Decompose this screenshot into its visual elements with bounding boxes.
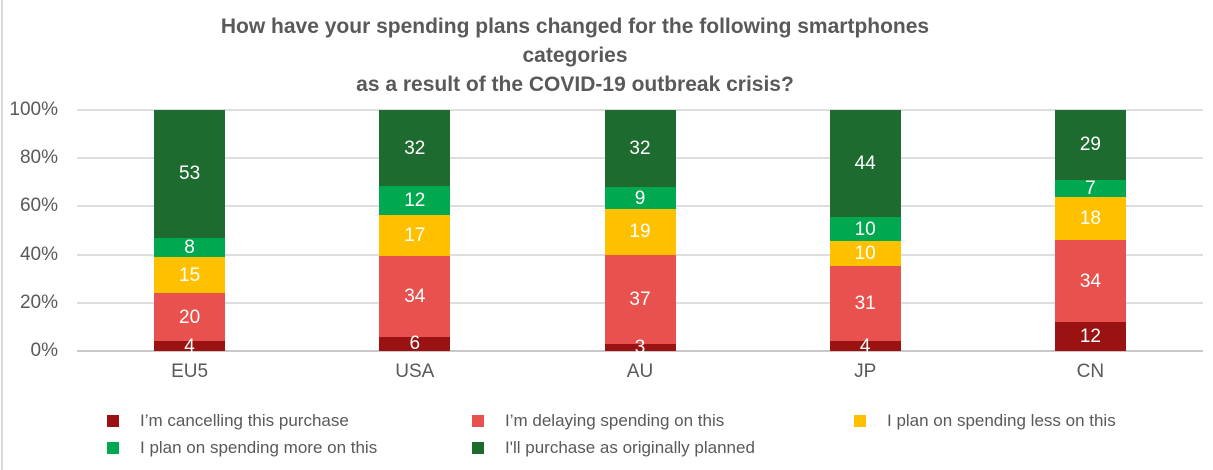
y-axis-tick-label: 80% <box>19 147 58 169</box>
bar-value-label: 18 <box>1079 207 1101 229</box>
bar-value-label: 29 <box>1079 134 1101 156</box>
bar-segment: 7 <box>1054 177 1126 199</box>
legend-item: I’m delaying spending on this <box>472 411 725 430</box>
bar-value-label: 9 <box>634 187 646 209</box>
legend-item: I'll purchase as originally planned <box>472 438 755 457</box>
bar-segment: 8 <box>154 236 226 258</box>
bar-segment: 12 <box>379 186 451 215</box>
bar-segment: 31 <box>829 265 901 342</box>
bar-usa: 6 34 17 12 32 <box>379 110 451 355</box>
bar-segment: 53 <box>154 110 226 238</box>
category-label-jp: JP <box>854 361 877 382</box>
bar-segment: 9 <box>604 187 676 209</box>
legend-item-label: I'll purchase as originally planned <box>505 438 755 457</box>
bar-value-label: 12 <box>1079 326 1101 348</box>
bar-value-label: 4 <box>859 335 871 357</box>
legend-marker <box>107 415 119 427</box>
bar-segment: 6 <box>379 333 451 355</box>
bar-segment: 4 <box>154 337 226 356</box>
bar-segment: 4 <box>829 337 901 356</box>
bar-value-label: 4 <box>184 335 195 357</box>
bar-value-label: 19 <box>629 221 651 243</box>
legend-item: I plan on spending less on this <box>854 411 1116 430</box>
bar-segment: 15 <box>154 257 226 294</box>
bar-value-label: 10 <box>854 243 876 265</box>
bar-value-label: 53 <box>179 163 201 185</box>
chart-title-line-2: categories <box>522 44 628 67</box>
bar-segment: 32 <box>379 110 451 187</box>
legend-marker <box>472 442 484 454</box>
bar-value-label: 10 <box>854 218 876 240</box>
category-label-usa: USA <box>395 361 435 382</box>
bar-value-label: 17 <box>404 224 426 246</box>
legend-marker <box>472 415 484 427</box>
legend-item: I plan on spending more on this <box>107 438 378 457</box>
legend-item-label: I’m cancelling this purchase <box>140 411 349 430</box>
bar-value-label: 31 <box>854 293 876 315</box>
bar-value-label: 15 <box>179 264 201 286</box>
bar-value-label: 6 <box>409 333 421 355</box>
bar-value-label: 7 <box>1085 177 1096 199</box>
category-label-eu5: EU5 <box>171 361 209 382</box>
y-axis-tick-label: 60% <box>19 195 58 217</box>
bar-value-label: 3 <box>634 336 646 358</box>
bar-segment: 12 <box>1054 322 1126 351</box>
bar-segment: 44 <box>829 110 901 218</box>
bar-eu5: 4 20 15 8 53 <box>154 110 226 356</box>
legend-item-label: I plan on spending more on this <box>140 438 378 457</box>
bar-segment: 34 <box>1054 240 1126 323</box>
bar-value-label: 20 <box>179 306 201 328</box>
chart-title-line-3: as a result of the COVID-19 outbreak cri… <box>356 73 794 96</box>
bar-value-label: 32 <box>629 138 651 160</box>
bar-value-label: 32 <box>404 137 426 159</box>
bar-segment: 37 <box>604 254 676 344</box>
gridline <box>77 109 1203 111</box>
category-label-cn: CN <box>1076 361 1105 382</box>
chart-title: How have your spending plans changed for… <box>0 12 1150 99</box>
x-axis-line <box>77 350 1203 352</box>
legend-marker <box>107 442 119 454</box>
y-axis-tick-label: 40% <box>19 243 58 265</box>
bar-value-label: 12 <box>404 190 426 212</box>
bar-segment: 17 <box>379 215 451 256</box>
legend-item-label: I’m delaying spending on this <box>505 411 725 430</box>
legend-item: I’m cancelling this purchase <box>107 411 349 430</box>
bar-jp: 4 31 10 10 44 <box>829 110 901 356</box>
plot-area: 4 20 15 8 53 6 34 17 12 32 3 37 19 9 32 4 31 10 10 44 12 34 18… <box>77 109 1203 357</box>
bar-value-label: 44 <box>854 153 876 175</box>
legend-marker <box>854 415 866 427</box>
y-axis-tick-label: 20% <box>19 291 58 313</box>
bar-segment: 29 <box>1054 110 1126 180</box>
chart-title-line-1: How have your spending plans changed for… <box>220 15 930 38</box>
chart-left-border <box>1 0 3 470</box>
bar-segment: 19 <box>604 208 676 255</box>
bar-segment: 34 <box>379 255 451 337</box>
bar-segment: 18 <box>1054 196 1126 241</box>
bar-value-label: 34 <box>404 285 426 307</box>
bar-value-label: 34 <box>1079 270 1101 292</box>
bar-value-label: 8 <box>184 236 195 258</box>
bar-segment: 32 <box>604 110 676 188</box>
y-axis-tick-label: 0% <box>30 340 58 361</box>
bar-au: 3 37 19 9 32 <box>604 110 676 357</box>
y-axis-tick-label: 100% <box>9 99 58 120</box>
bar-segment: 3 <box>604 338 676 357</box>
category-label-au: AU <box>626 361 654 382</box>
legend-item-label: I plan on spending less on this <box>887 411 1116 430</box>
bar-cn: 12 34 18 7 29 <box>1054 110 1126 351</box>
bar-segment: 10 <box>829 217 901 242</box>
bar-segment: 20 <box>154 293 226 342</box>
bar-segment: 10 <box>829 241 901 266</box>
bar-value-label: 37 <box>629 288 651 310</box>
